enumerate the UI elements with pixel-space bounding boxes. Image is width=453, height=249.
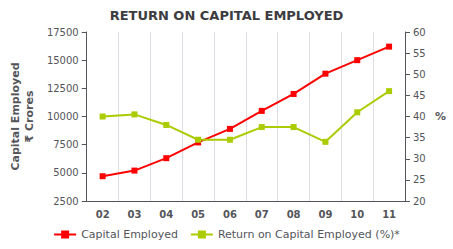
svg-text:04: 04 bbox=[159, 209, 173, 220]
svg-text:30: 30 bbox=[413, 153, 426, 164]
svg-text:03: 03 bbox=[127, 209, 141, 220]
svg-text:02: 02 bbox=[96, 209, 110, 220]
svg-text:15000: 15000 bbox=[47, 55, 79, 66]
svg-text:07: 07 bbox=[255, 209, 269, 220]
svg-text:55: 55 bbox=[413, 48, 426, 59]
svg-text:RETURN ON CAPITAL EMPLOYED: RETURN ON CAPITAL EMPLOYED bbox=[110, 8, 344, 23]
svg-text:45: 45 bbox=[413, 90, 426, 101]
svg-text:10000: 10000 bbox=[47, 111, 79, 122]
svg-text:7500: 7500 bbox=[53, 139, 78, 150]
svg-text:10: 10 bbox=[350, 209, 364, 220]
svg-text:09: 09 bbox=[318, 209, 332, 220]
svg-text:11: 11 bbox=[382, 209, 396, 220]
svg-text:60: 60 bbox=[413, 27, 426, 38]
svg-text:08: 08 bbox=[287, 209, 301, 220]
svg-text:06: 06 bbox=[223, 209, 237, 220]
svg-text:05: 05 bbox=[191, 209, 205, 220]
svg-text:35: 35 bbox=[413, 132, 426, 143]
svg-text:%: % bbox=[435, 110, 446, 123]
svg-text:Capital Employed: Capital Employed bbox=[9, 62, 22, 170]
svg-text:50: 50 bbox=[413, 69, 426, 80]
svg-text:Return on Capital Employed (%): Return on Capital Employed (%)* bbox=[218, 228, 400, 241]
svg-text:5000: 5000 bbox=[53, 167, 78, 178]
svg-text:₹ Crores: ₹ Crores bbox=[23, 90, 36, 142]
svg-text:20: 20 bbox=[413, 196, 426, 207]
svg-text:25: 25 bbox=[413, 174, 426, 185]
svg-text:40: 40 bbox=[413, 111, 426, 122]
svg-text:2500: 2500 bbox=[53, 196, 78, 207]
svg-text:Capital Employed: Capital Employed bbox=[81, 228, 178, 241]
svg-text:12500: 12500 bbox=[47, 83, 79, 94]
svg-text:17500: 17500 bbox=[47, 27, 79, 38]
